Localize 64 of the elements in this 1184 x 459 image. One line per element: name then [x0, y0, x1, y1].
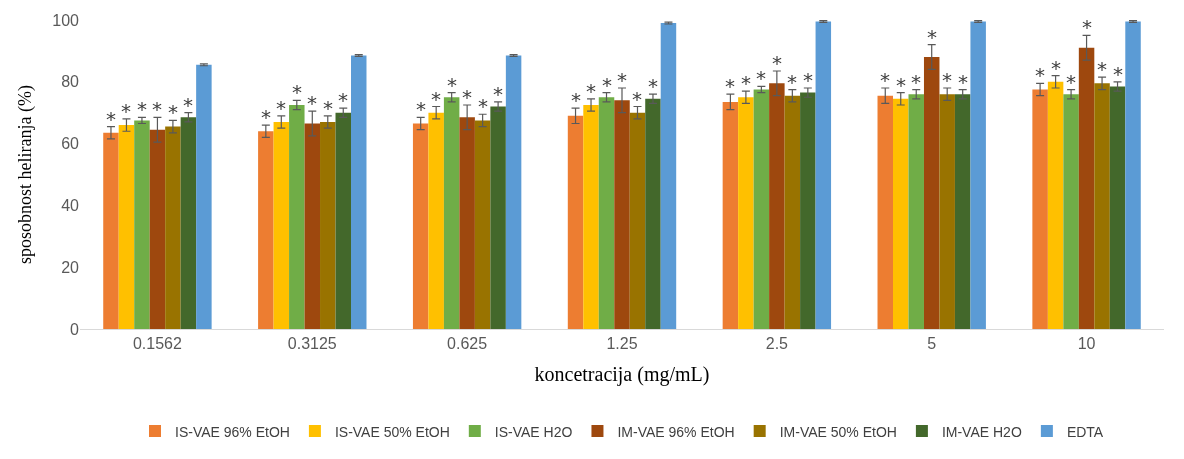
data-label: *	[942, 68, 952, 92]
data-label: *	[632, 87, 642, 111]
data-label: *	[1051, 56, 1061, 80]
legend-label: IM-VAE H2O	[941, 423, 1022, 440]
data-label: *	[276, 96, 286, 120]
data-label: *	[323, 96, 333, 120]
data-label: *	[121, 99, 131, 123]
y-tick-label: 100	[52, 11, 80, 29]
data-label: *	[602, 73, 612, 97]
data-label: *	[462, 85, 472, 109]
legend-label: IS-VAE 50% EtOH	[334, 423, 450, 440]
y-tick-label: 60	[61, 135, 80, 153]
data-label: *	[168, 100, 178, 124]
data-label: *	[896, 73, 906, 97]
legend-label: IM-VAE 96% EtOH	[617, 423, 735, 440]
y-tick-label: 0	[70, 320, 80, 338]
data-label: *	[137, 97, 147, 121]
data-label: *	[106, 107, 116, 131]
data-label: *	[571, 88, 581, 112]
y-tick-label: 80	[61, 73, 80, 91]
x-axis-title: koncetracija (mg/mL)	[534, 362, 710, 386]
data-label: *	[927, 25, 937, 49]
x-tick-label: 0.3125	[287, 335, 337, 353]
data-label: *	[880, 68, 890, 92]
data-label: *	[307, 91, 317, 115]
data-label: *	[1113, 62, 1123, 86]
data-label: *	[911, 70, 921, 94]
data-label: *	[772, 51, 782, 75]
data-label: *	[1082, 15, 1092, 39]
data-label: *	[183, 93, 193, 117]
data-label: *	[586, 79, 596, 103]
legend-label: EDTA	[1066, 423, 1104, 440]
y-axis-title: sposobnost heliranja (%)	[15, 85, 37, 264]
data-label: *	[725, 74, 735, 98]
data-label: *	[803, 68, 813, 92]
data-label: *	[1097, 57, 1107, 81]
data-label: *	[292, 80, 302, 104]
data-label: *	[447, 73, 457, 97]
data-label: *	[617, 68, 627, 92]
x-tick-label: 0.1562	[132, 335, 182, 353]
x-tick-label: 1.25	[606, 335, 638, 353]
data-label: *	[338, 88, 348, 112]
x-tick-label: 10	[1077, 335, 1096, 353]
legend-label: IS-VAE H2O	[494, 423, 573, 440]
y-tick-label: 40	[61, 197, 80, 214]
data-label: *	[787, 70, 797, 94]
data-label: *	[1035, 63, 1045, 87]
data-label: *	[1066, 70, 1076, 94]
y-tick-label: 20	[61, 258, 80, 276]
data-label: *	[741, 71, 751, 95]
data-label: *	[756, 66, 766, 90]
data-label: *	[493, 82, 503, 106]
x-tick-label: 5	[927, 335, 937, 353]
x-tick-label: 2.5	[765, 335, 789, 353]
data-label: *	[648, 74, 658, 98]
data-label: *	[478, 94, 488, 118]
legend-label: IS-VAE 96% EtOH	[175, 423, 290, 440]
data-label: *	[261, 105, 271, 129]
data-label: *	[958, 70, 968, 94]
data-label: *	[431, 87, 441, 111]
data-label: *	[152, 97, 162, 121]
data-label: *	[416, 97, 426, 121]
x-tick-label: 0.625	[447, 335, 488, 353]
legend-label: IM-VAE 50% EtOH	[779, 423, 897, 440]
